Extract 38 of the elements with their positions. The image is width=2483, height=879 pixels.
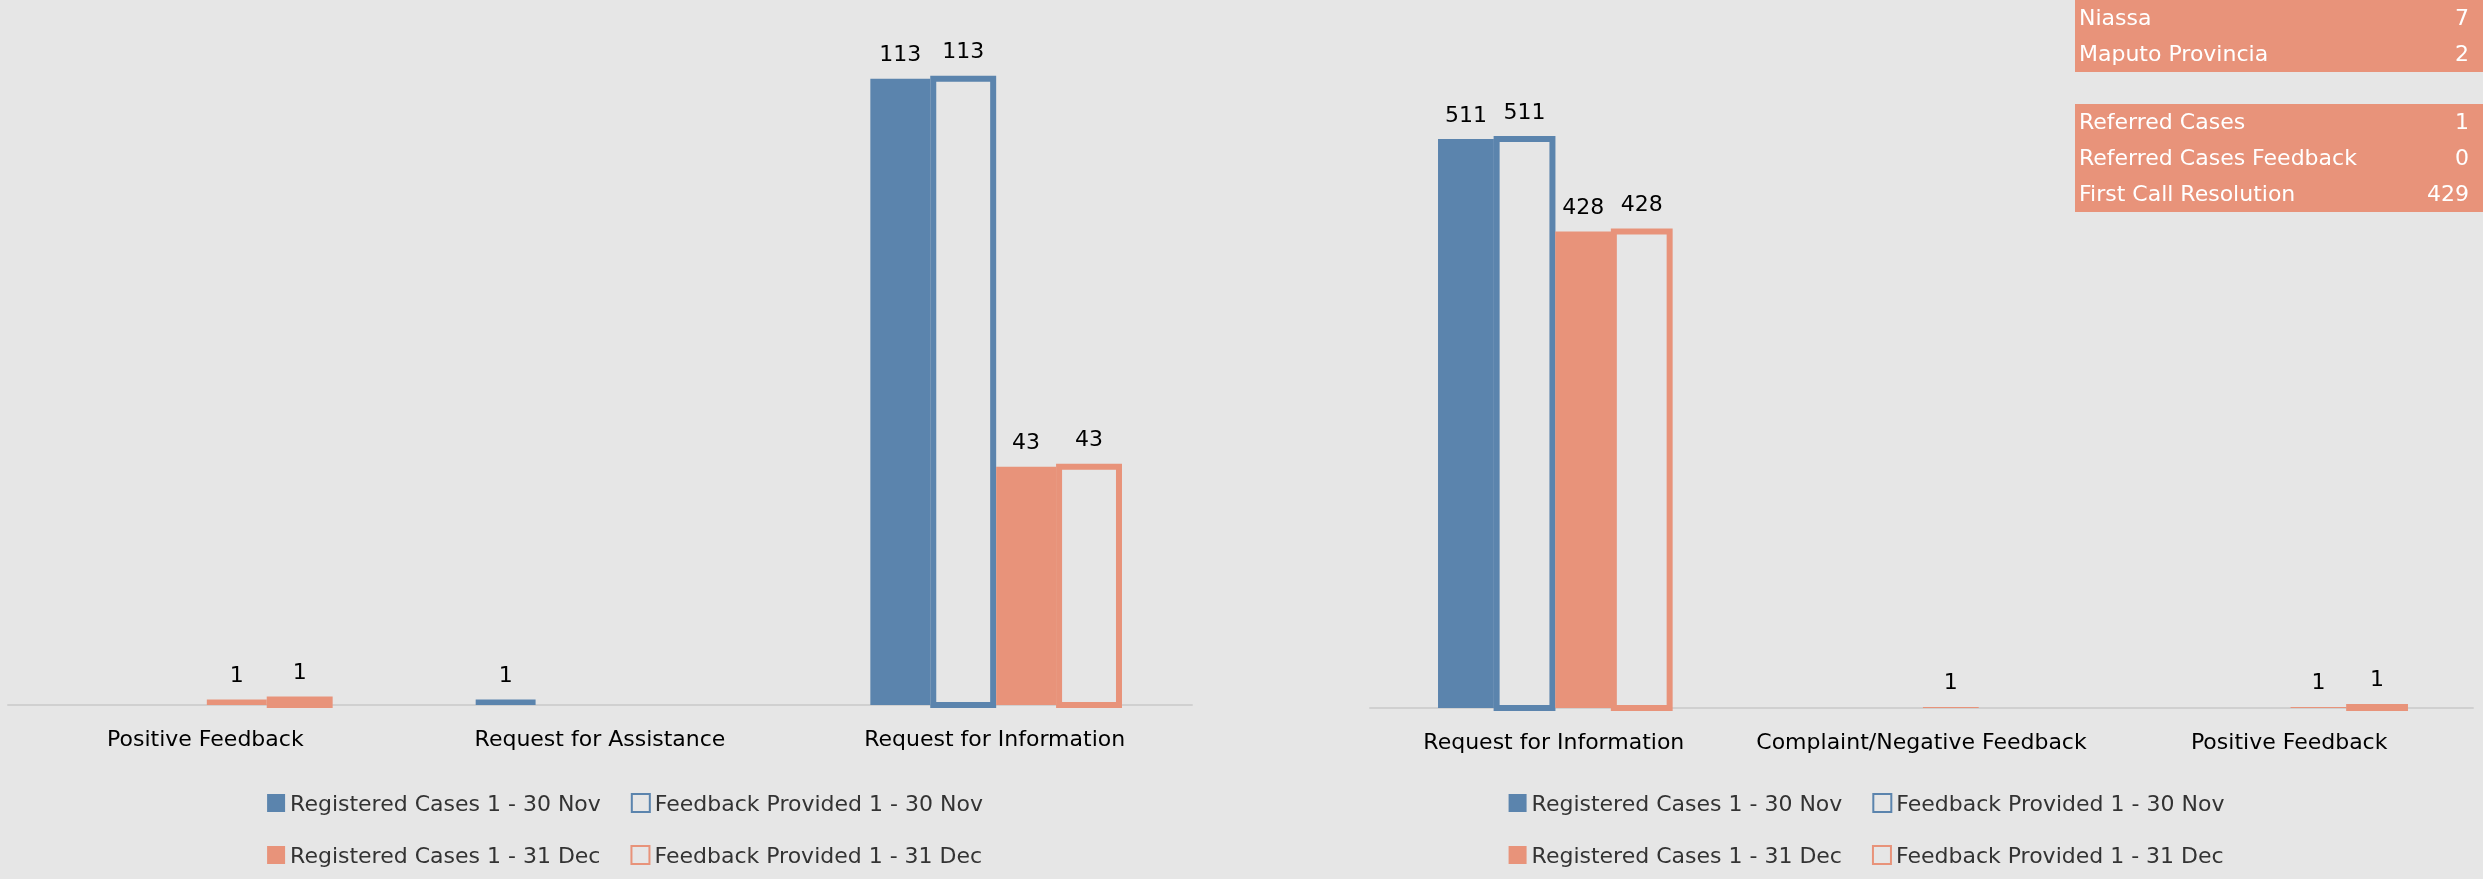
data-label: 113 (879, 41, 922, 67)
data-label: 1 (1943, 669, 1958, 695)
data-label: 428 (1562, 193, 1605, 219)
text: Maputo Provincia (2079, 40, 2269, 68)
annotation: First Call Resolution (2079, 180, 2296, 208)
x-tick-label: Request for Information (864, 725, 1126, 751)
data-label: 1 (229, 661, 244, 687)
data-label: 511 (1444, 101, 1487, 127)
x-tick-label: Request for Information (1423, 728, 1685, 754)
legend-label: Registered Cases 1 - 31 Dec (1531, 842, 1842, 868)
data-label: 113 (942, 38, 985, 64)
annotation: 429 (2427, 180, 2469, 208)
text: Referred Cases (2079, 108, 2246, 136)
text: 1 (2455, 108, 2469, 136)
x-tick-label: Positive Feedback (107, 725, 304, 751)
data-label: 511 (1503, 98, 1546, 124)
legend-label: Registered Cases 1 - 30 Nov (1531, 790, 1843, 816)
legend-label: Feedback Provided 1 - 30 Nov (654, 790, 983, 816)
data-label: 43 (1012, 429, 1041, 455)
legend-label: Feedback Provided 1 - 30 Nov (1896, 790, 2225, 816)
annotation: Referred Cases Feedback (2079, 144, 2357, 172)
data-label: 1 (2311, 669, 2326, 695)
legend-label: Feedback Provided 1 - 31 Dec (1895, 842, 2224, 868)
data-label: 43 (1075, 426, 1104, 452)
legend-label: Feedback Provided 1 - 31 Dec (654, 842, 983, 868)
annotation: 0 (2455, 144, 2469, 172)
x-tick-label: Complaint/Negative Feedback (1756, 728, 2087, 754)
data-label: 428 (1620, 190, 1663, 216)
text: 7 (2455, 4, 2469, 32)
legend-label: Registered Cases 1 - 31 Dec (290, 842, 601, 868)
data-label: 1 (292, 658, 307, 684)
x-tick-label: Positive Feedback (2190, 728, 2388, 754)
data-label: 1 (2370, 666, 2385, 692)
data-label: 1 (498, 661, 513, 687)
text: Niassa (2079, 4, 2152, 32)
text: 2 (2455, 40, 2469, 68)
legend-label: Registered Cases 1 - 30 Nov (290, 790, 601, 816)
x-tick-label: Request for Assistance (474, 725, 726, 751)
